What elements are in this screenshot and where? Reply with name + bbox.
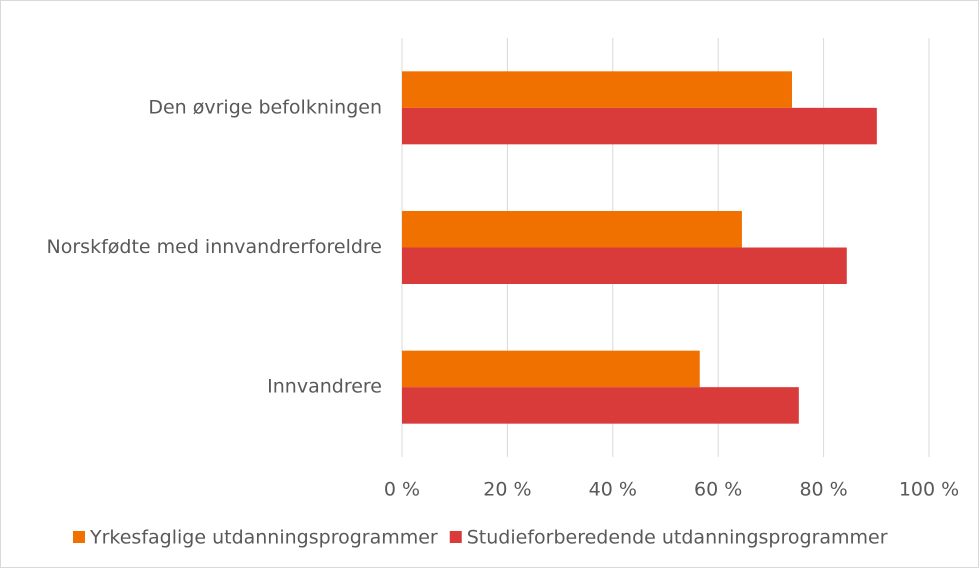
x-tick-label: 0 % (384, 479, 420, 501)
legend-label: Studieforberedende utdanningsprogrammer (467, 527, 888, 549)
y-tick-label: Den øvrige befolkningen (148, 96, 382, 118)
legend-swatch (449, 531, 462, 543)
x-tick-label: 80 % (799, 479, 847, 501)
x-tick-label: 20 % (483, 479, 531, 501)
bar (402, 71, 792, 108)
x-tick-label: 40 % (589, 479, 637, 501)
x-tick-label: 60 % (694, 479, 742, 501)
legend-swatch (73, 531, 85, 543)
y-tick-label: Innvandrere (267, 376, 382, 398)
bar (402, 211, 742, 248)
x-tick-label: 100 % (899, 479, 959, 501)
legend-label: Yrkesfaglige utdanningsprogrammer (89, 527, 438, 549)
y-tick-label: Norskfødte med innvandrerforeldre (47, 236, 382, 258)
bar (402, 350, 700, 388)
bar (402, 387, 799, 424)
bar (402, 247, 847, 284)
bar (402, 107, 877, 145)
